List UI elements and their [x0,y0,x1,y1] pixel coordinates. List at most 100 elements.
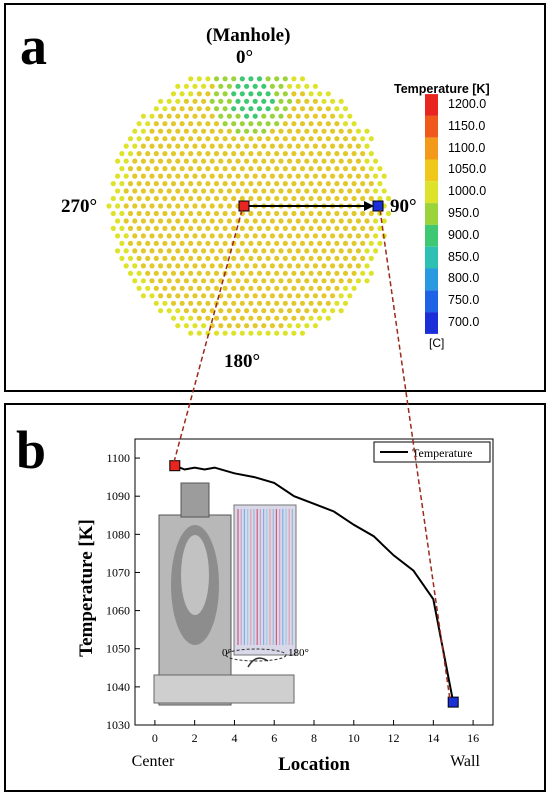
tube-dot [347,263,353,269]
tube-dot [321,158,327,164]
tube-dot [239,151,245,157]
tube-dot [196,121,202,127]
tube-dot [119,195,125,202]
angle-0-label: 0° [236,47,254,68]
tube-dot [360,181,366,187]
tube-dot [248,195,254,202]
tube-dot [317,195,323,202]
tube-dot [325,151,331,157]
tube-dot [274,210,280,217]
tube-dot [179,136,185,142]
tube-dot [342,106,349,112]
tube-dot [278,308,284,314]
tube-dot [222,181,228,187]
tube-dot [360,151,366,157]
tube-dot [282,195,288,202]
tube-dot [312,323,318,329]
tube-dot [261,323,267,329]
tube-dot [162,270,168,276]
tube-dot [261,143,267,149]
tube-dot [140,263,146,269]
tube-dot [140,203,146,209]
tube-dot [265,106,271,112]
tube-dot [278,173,284,179]
tube-dot [149,188,155,194]
tube-dot [308,136,314,142]
inset-label-180: 180° [288,647,309,659]
tube-dot [132,173,138,179]
tube-dot [244,83,250,89]
tube-dot [239,106,245,112]
tube-dot [282,330,288,336]
tube-dot [287,233,293,239]
tube-dot [256,195,263,202]
tube-dot [158,128,164,134]
tube-dot [342,255,349,261]
tube-dot [158,203,164,209]
tube-dot [295,218,301,224]
tube-dot [291,76,297,82]
tube-dot [201,143,207,149]
tube-dot [364,233,370,239]
tube-dot [183,173,189,179]
tube-dot [373,188,379,194]
tube-dot [192,158,198,164]
tube-dot [291,121,297,127]
tube-dot [287,323,293,329]
tube-dot [368,255,374,261]
tube-dot [373,158,379,164]
tube-dot [342,151,349,157]
tube-dot [235,113,241,119]
tube-dot [325,300,331,306]
tube-dot [123,143,129,149]
tube-dot [153,240,159,246]
tube-dot [166,293,172,299]
tube-dot [347,218,353,224]
tube-dot [282,166,288,172]
tube-dot [274,330,280,336]
tube-dot [188,91,194,97]
tube-dot [188,106,194,112]
tube-dot [110,225,116,231]
tube-dot [235,143,241,149]
tube-dot [136,121,142,127]
tube-dot [364,158,370,164]
y-tick-label: 1080 [106,527,130,541]
tube-dot [312,128,318,134]
tube-dot [252,233,258,239]
tube-dot [287,113,293,119]
tube-dot [115,188,121,194]
colorbar-tick-label: 850.0 [448,249,480,264]
tube-dot [136,255,142,261]
tube-dot [158,188,164,194]
tube-dot [149,233,155,239]
tube-dot [299,121,306,127]
tube-dot [278,143,284,149]
tube-dot [269,323,275,329]
tube-dot [205,91,211,97]
tube-dot [312,233,318,239]
tube-dot [282,136,288,142]
tube-dot [291,270,297,276]
colorbar-segment [425,312,438,334]
tube-dot [123,233,129,239]
tube-dot [244,293,250,299]
tube-dot [299,225,306,231]
tube-dot [377,166,383,172]
tube-dot [312,98,318,104]
tube-dot [347,173,353,179]
x-tick-label: 8 [311,731,317,745]
tube-dot [201,113,207,119]
y-tick-label: 1100 [106,451,130,465]
tube-dot [140,278,146,284]
tube-dot [360,270,366,276]
tube-dot [330,263,336,269]
colorbar-segment [425,246,438,269]
tube-dot [381,173,387,179]
tube-dot [334,240,340,246]
tube-dot [351,285,357,291]
tube-dot [278,233,284,239]
tube-dot [110,195,116,202]
tube-dot [256,106,263,112]
tube-dot [158,263,164,269]
